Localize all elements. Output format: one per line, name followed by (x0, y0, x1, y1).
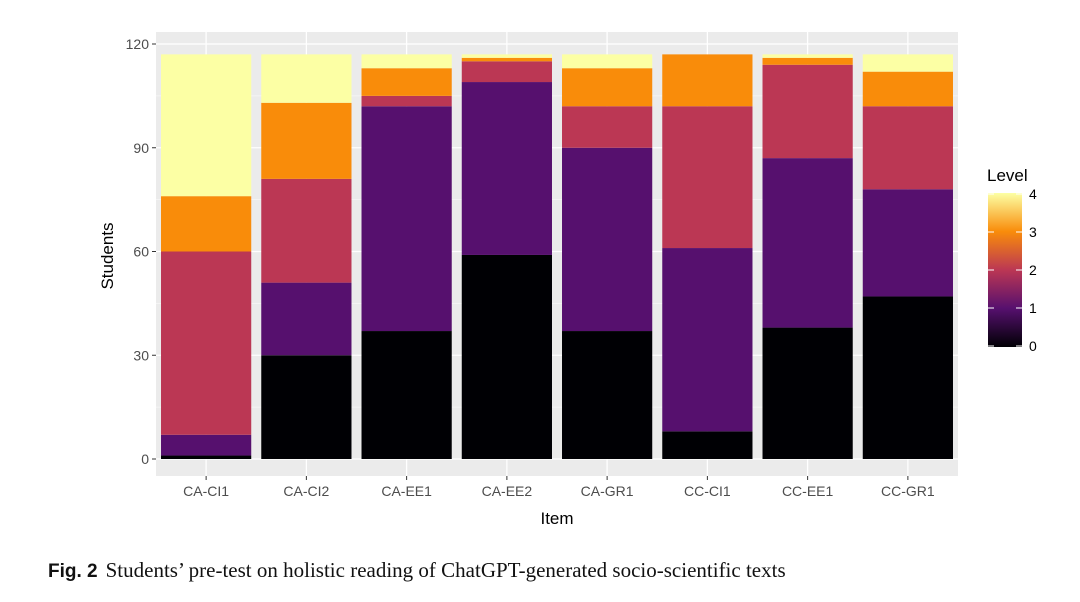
figure-caption-text: Students’ pre-test on holistic reading o… (105, 558, 786, 582)
bar-segment-ca-ci2-level-3 (261, 102, 352, 179)
bar-segment-ca-ee2-level-3 (461, 57, 552, 62)
bar-segment-ca-gr1-level-2 (562, 106, 653, 148)
bar-segment-cc-ee1-level-2 (762, 64, 853, 159)
legend-tick-label: 3 (1029, 224, 1037, 240)
bar-segment-cc-ci1-level-1 (662, 248, 753, 432)
y-axis: 0 30 60 90 120 (126, 36, 156, 467)
bar-segment-ca-ci2-level-0 (261, 355, 352, 459)
y-axis-title: Students (98, 222, 117, 289)
bar-segment-ca-ee1-level-3 (361, 68, 452, 96)
x-axis-title: Item (540, 509, 573, 528)
bar-segment-ca-ci2-level-4 (261, 54, 352, 103)
bar-segment-ca-gr1-level-3 (562, 68, 653, 107)
legend-tick-label: 4 (1029, 186, 1037, 202)
bar-segment-ca-ee2-level-2 (461, 61, 552, 83)
bar-segment-ca-gr1-level-4 (562, 54, 653, 69)
bar-segment-ca-ci1-level-3 (161, 196, 252, 252)
x-tick-label: CA-EE2 (482, 483, 533, 499)
figure-caption: Fig. 2 Students’ pre-test on holistic rea… (48, 558, 786, 583)
bar-segment-cc-gr1-level-3 (862, 71, 953, 107)
x-tick-label: CA-CI2 (283, 483, 329, 499)
bar-segment-cc-ee1-level-0 (762, 327, 853, 459)
legend-tick-label: 0 (1029, 338, 1037, 354)
y-tick-label: 120 (126, 36, 150, 52)
legend-tick-label: 2 (1029, 262, 1037, 278)
x-tick-label: CC-EE1 (782, 483, 834, 499)
bar-segment-cc-gr1-level-1 (862, 189, 953, 297)
legend-tick-label: 1 (1029, 300, 1037, 316)
bar-segment-cc-gr1-level-4 (862, 54, 953, 72)
bar-segment-ca-gr1-level-1 (562, 147, 653, 332)
bar-segment-cc-gr1-level-0 (862, 296, 953, 459)
bar-segment-cc-ee1-level-4 (762, 54, 853, 58)
bar-segment-ca-ci1-level-0 (161, 455, 252, 459)
x-tick-label: CA-EE1 (381, 483, 432, 499)
y-tick-label: 0 (141, 451, 149, 467)
bar-segment-ca-gr1-level-0 (562, 331, 653, 459)
bar-segment-ca-ci1-level-1 (161, 434, 252, 456)
bar-segment-ca-ee2-level-0 (461, 254, 552, 459)
bar-segment-cc-ci1-level-2 (662, 106, 753, 249)
bar-segment-cc-gr1-level-2 (862, 106, 953, 190)
bar-segment-ca-ee1-level-1 (361, 106, 452, 332)
bar-segment-ca-ee2-level-1 (461, 82, 552, 255)
x-axis: CA-CI1 CA-CI2 CA-EE1 CA-EE2 CA-GR1 CC-CI1 CC-E… (183, 476, 935, 499)
legend-title: Level (987, 166, 1028, 185)
bar-segment-ca-ci2-level-2 (261, 178, 352, 283)
x-tick-label: CC-GR1 (881, 483, 935, 499)
bar-segment-ca-ci1-level-2 (161, 251, 252, 435)
x-tick-label: CA-GR1 (581, 483, 634, 499)
y-tick-label: 30 (133, 347, 149, 363)
y-tick-label: 90 (133, 140, 149, 156)
bar-segment-ca-ci1-level-4 (161, 54, 252, 197)
bar-segment-ca-ee1-level-2 (361, 95, 452, 107)
figure-label: Fig. 2 (48, 561, 98, 582)
bars (161, 54, 953, 459)
bar-segment-ca-ee2-level-4 (461, 54, 552, 58)
bar-segment-ca-ee1-level-4 (361, 54, 452, 69)
bar-segment-cc-ci1-level-3 (662, 54, 753, 107)
bar-segment-ca-ee1-level-0 (361, 331, 452, 459)
bar-segment-cc-ee1-level-1 (762, 158, 853, 328)
bar-segment-cc-ci1-level-0 (662, 431, 753, 459)
x-tick-label: CA-CI1 (183, 483, 229, 499)
legend-ticks: 0 1 2 3 4 (988, 186, 1037, 354)
y-tick-label: 60 (133, 244, 149, 260)
bar-segment-cc-ee1-level-3 (762, 57, 853, 65)
x-tick-label: CC-CI1 (684, 483, 731, 499)
legend: Level 0 1 2 3 4 (987, 166, 1037, 354)
bar-segment-ca-ci2-level-1 (261, 282, 352, 356)
